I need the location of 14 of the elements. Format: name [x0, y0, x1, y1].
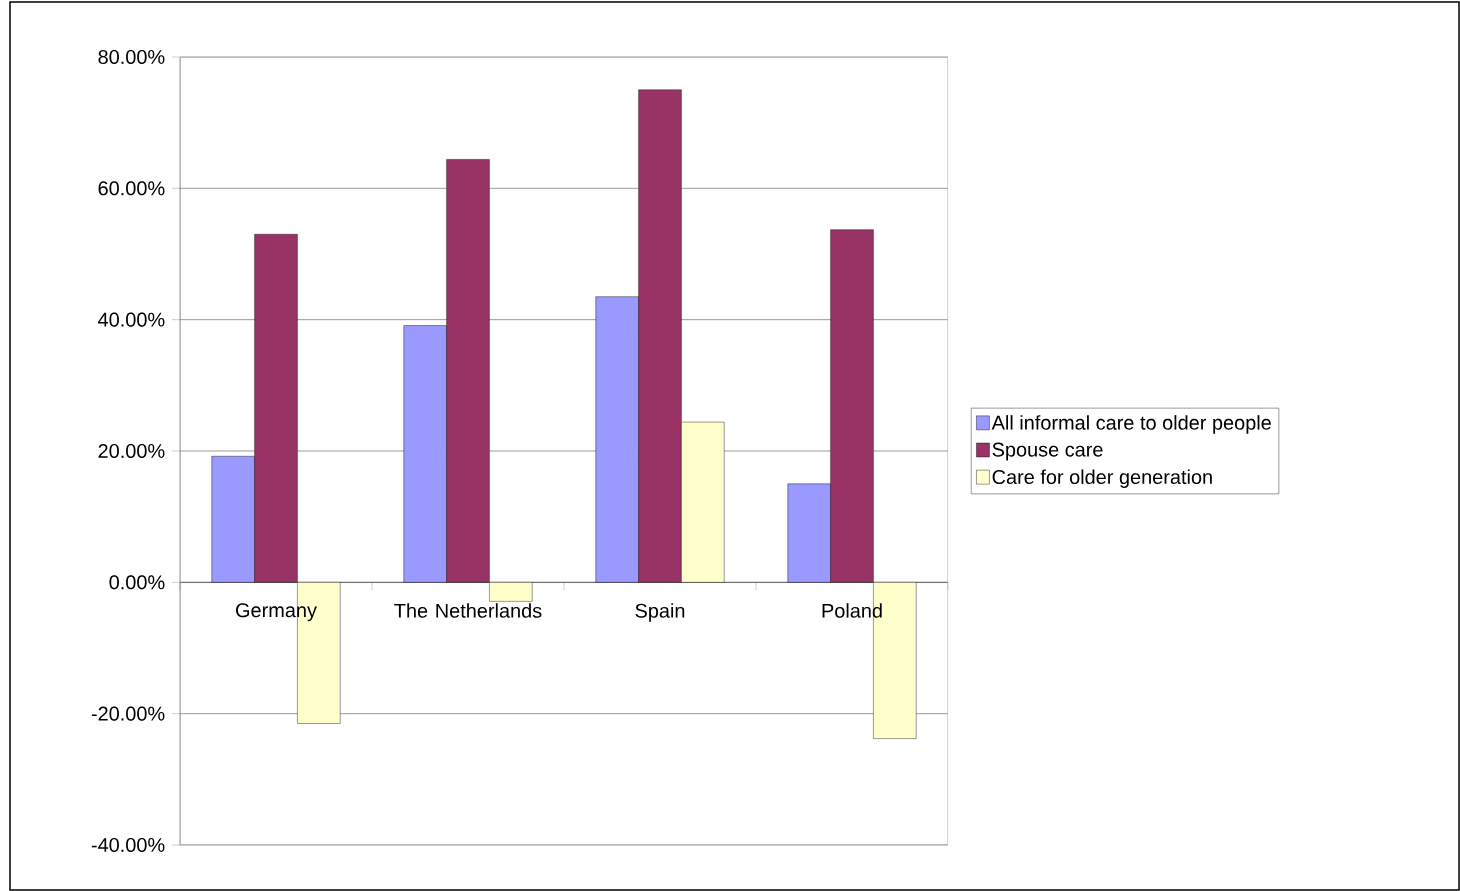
y-tick-label: -20.00%: [91, 706, 165, 721]
x-tick-label: The Netherlands: [394, 603, 542, 618]
y-tick-label: -40.00%: [91, 837, 165, 853]
y-tick-label: 0.00%: [109, 575, 165, 590]
x-tick-label: Germany: [236, 603, 317, 622]
legend-label: Spouse care: [992, 442, 1103, 461]
y-tick-label: 60.00%: [98, 181, 165, 196]
y-tick-label: 20.00%: [98, 443, 165, 459]
legend-label: All informal care to older people: [991, 415, 1271, 434]
y-tick-label: 40.00%: [98, 312, 165, 327]
x-tick-label: Spain: [635, 603, 685, 622]
x-tick-label: Poland: [822, 603, 882, 618]
legend-label: Care for older generation: [992, 469, 1212, 489]
y-tick-label: 80.00%: [98, 49, 165, 65]
